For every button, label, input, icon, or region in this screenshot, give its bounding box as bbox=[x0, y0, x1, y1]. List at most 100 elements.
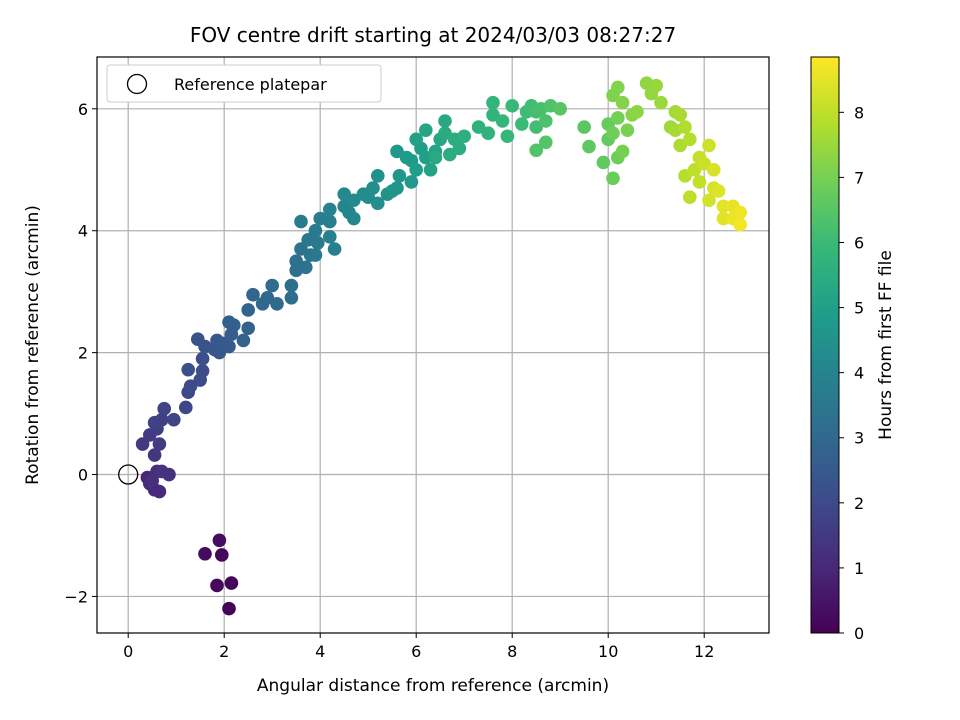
data-point bbox=[711, 184, 726, 198]
data-point bbox=[683, 132, 697, 147]
x-axis-label: Angular distance from reference (arcmin) bbox=[257, 676, 609, 696]
data-point bbox=[500, 129, 515, 144]
data-point bbox=[195, 351, 210, 366]
data-point bbox=[265, 278, 280, 293]
data-point bbox=[577, 120, 591, 134]
data-point bbox=[222, 315, 236, 329]
data-point bbox=[419, 123, 433, 137]
data-point bbox=[539, 135, 553, 150]
plot-frame bbox=[96, 56, 770, 634]
y-tick-label: 0 bbox=[78, 466, 88, 485]
data-point bbox=[323, 214, 337, 229]
data-point bbox=[553, 102, 567, 116]
data-point bbox=[390, 181, 404, 195]
data-point bbox=[323, 202, 337, 217]
data-point bbox=[246, 287, 260, 302]
data-point bbox=[611, 80, 625, 95]
data-point bbox=[606, 171, 620, 186]
data-point bbox=[327, 242, 342, 256]
x-tick-label: 8 bbox=[507, 642, 517, 661]
data-point bbox=[654, 95, 668, 110]
x-axis-ticks: 0 2 4 6 8 10 12 bbox=[123, 633, 714, 661]
y-tick-label: −2 bbox=[64, 587, 88, 606]
chart-title: FOV centre drift starting at 2024/03/03 … bbox=[190, 23, 676, 47]
data-point bbox=[404, 175, 419, 189]
data-point bbox=[615, 95, 630, 110]
reference-platepar-point bbox=[118, 464, 139, 485]
y-tick-label: 2 bbox=[78, 344, 88, 363]
colorbar-label: Hours from first FF file bbox=[876, 250, 896, 440]
colorbar-tick-label: 6 bbox=[854, 233, 864, 252]
legend-marker-reference bbox=[126, 73, 148, 95]
data-point bbox=[284, 290, 299, 305]
data-point bbox=[241, 321, 255, 336]
data-point bbox=[215, 548, 229, 562]
data-point bbox=[308, 248, 323, 262]
data-points bbox=[135, 76, 747, 616]
data-point bbox=[495, 114, 510, 128]
data-point bbox=[716, 199, 731, 214]
colorbar-tick-label: 5 bbox=[854, 299, 864, 318]
data-point bbox=[481, 126, 496, 140]
y-tick-label: 4 bbox=[78, 222, 88, 241]
data-point bbox=[145, 473, 159, 488]
data-point bbox=[270, 297, 284, 311]
data-point bbox=[702, 193, 716, 208]
x-tick-label: 0 bbox=[123, 642, 133, 661]
reference-marker bbox=[118, 464, 139, 485]
data-point bbox=[294, 214, 308, 229]
data-point bbox=[683, 190, 697, 204]
legend-box bbox=[106, 64, 382, 103]
data-point bbox=[198, 546, 212, 561]
data-point bbox=[299, 260, 313, 275]
data-point bbox=[392, 169, 407, 183]
data-point bbox=[212, 533, 227, 548]
data-point bbox=[371, 196, 385, 211]
data-point bbox=[678, 120, 692, 134]
colorbar-tick-label: 4 bbox=[854, 364, 864, 383]
data-point bbox=[529, 143, 543, 158]
data-point bbox=[241, 303, 255, 317]
data-point bbox=[409, 132, 424, 147]
data-point bbox=[733, 217, 747, 232]
data-point bbox=[222, 339, 236, 354]
data-point bbox=[152, 484, 167, 499]
data-point bbox=[515, 117, 529, 131]
data-point bbox=[167, 412, 181, 427]
data-point bbox=[157, 401, 171, 416]
data-point bbox=[457, 129, 472, 144]
data-point bbox=[539, 114, 553, 128]
data-point bbox=[692, 175, 707, 189]
colorbar-tick-label: 8 bbox=[854, 103, 864, 122]
data-point bbox=[707, 162, 721, 177]
data-point bbox=[366, 181, 380, 195]
grid-lines bbox=[97, 57, 769, 633]
x-tick-label: 6 bbox=[411, 642, 421, 661]
colorbar-tick-label: 0 bbox=[854, 624, 864, 643]
x-tick-label: 10 bbox=[598, 642, 618, 661]
data-point bbox=[409, 162, 424, 177]
data-point bbox=[615, 144, 630, 159]
data-point bbox=[702, 138, 716, 153]
colorbar-tick-label: 3 bbox=[854, 429, 864, 448]
colorbar-tick-label: 2 bbox=[854, 494, 864, 513]
x-tick-label: 4 bbox=[315, 642, 325, 661]
data-point bbox=[224, 576, 239, 590]
data-point bbox=[649, 78, 663, 93]
data-point bbox=[716, 211, 731, 226]
data-point bbox=[582, 139, 596, 154]
data-point bbox=[179, 400, 193, 415]
data-point bbox=[210, 578, 224, 593]
y-tick-label: 6 bbox=[78, 100, 88, 119]
data-point bbox=[673, 108, 687, 122]
data-point bbox=[428, 150, 443, 165]
data-point bbox=[505, 98, 519, 113]
legend: Reference platepar bbox=[106, 64, 382, 103]
x-tick-label: 12 bbox=[694, 642, 714, 661]
data-point bbox=[222, 601, 236, 616]
data-point bbox=[195, 364, 210, 378]
data-point bbox=[620, 123, 635, 137]
data-point bbox=[311, 236, 325, 250]
data-point bbox=[596, 155, 611, 170]
